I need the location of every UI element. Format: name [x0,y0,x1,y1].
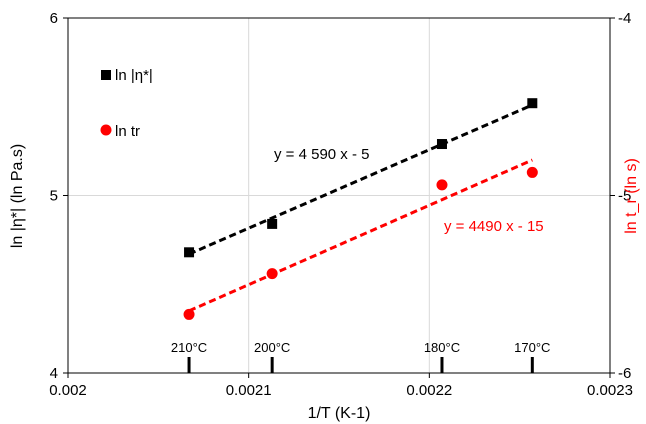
legend-marker-2 [100,124,112,136]
data-point-series-1 [527,98,538,109]
data-point-series-1 [436,139,447,150]
y-tick-label: 4 [50,365,58,382]
trendline-2 [188,158,533,313]
legend: ln |η*| ln tr [100,67,153,140]
legend-marker-1 [101,70,111,80]
y2-tick-label: -6 [618,365,631,382]
x-tick-label: 0.002 [49,382,87,399]
data-point-series-1 [184,247,195,258]
data-point-series-2 [436,179,448,191]
trendlines: y = 4 590 x - 5 y = 4490 x - 15 [188,103,544,313]
trendline-1 [188,103,533,256]
temperature-marker-label: 200°C [254,340,290,355]
data-point-series-2 [526,166,538,178]
x-axis-title: 1/T (K-1) [308,405,371,422]
data-points [183,98,538,320]
legend-label-2: ln tr [115,123,140,140]
data-point-series-2 [266,268,278,280]
data-point-series-2 [183,308,195,320]
y2-tick-label: -4 [618,10,631,27]
y2-axis-title: ln t_r (ln s) [623,158,640,234]
data-point-series-1 [267,218,278,229]
trendline-equation-2: y = 4490 x - 15 [444,218,544,235]
trendline-equation-1: y = 4 590 x - 5 [274,146,369,163]
temperature-markers: 210°C 200°C 180°C 170°C [171,340,550,373]
y-tick-label: 5 [50,188,58,205]
temperature-marker-label: 180°C [424,340,460,355]
y-tick-label: 6 [50,10,58,27]
grid-lines [68,18,610,373]
y2-tick-label: -5 [618,188,631,205]
temperature-marker-label: 170°C [514,340,550,355]
temperature-marker-label: 210°C [171,340,207,355]
axis-ticks: 0.002 0.0021 0.0022 0.0023 4 5 6 -6 -5 -4 [49,10,633,399]
x-tick-label: 0.0021 [226,382,272,399]
x-tick-label: 0.0022 [406,382,452,399]
y-axis-title: ln |η*| (ln Pa.s) [9,144,26,248]
legend-label-1: ln |η*| [115,67,153,84]
x-tick-label: 0.0023 [587,382,633,399]
